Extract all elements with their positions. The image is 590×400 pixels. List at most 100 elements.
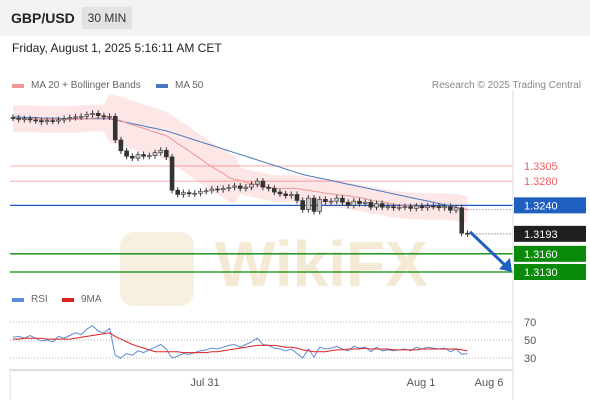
- candle: [283, 193, 288, 196]
- candle: [323, 199, 328, 203]
- resistance-label: 1.3280: [524, 176, 558, 188]
- candle: [419, 205, 425, 209]
- candle: [311, 197, 317, 212]
- timestamp: Friday, August 1, 2025 5:16:11 AM CET: [12, 41, 222, 55]
- candle: [118, 139, 124, 152]
- bollinger-band: [13, 93, 468, 223]
- candle: [249, 183, 254, 188]
- x-tick-label: Aug 1: [407, 377, 436, 389]
- candle: [277, 191, 283, 195]
- candle: [124, 150, 129, 157]
- candle: [391, 206, 396, 209]
- candle: [39, 120, 44, 123]
- candle: [237, 185, 243, 189]
- candle: [16, 117, 21, 120]
- candle: [181, 192, 186, 195]
- candle: [271, 188, 277, 193]
- ma20-label: MA 20 + Bollinger Bands: [31, 80, 141, 91]
- candle: [22, 118, 27, 121]
- candle: [345, 202, 351, 206]
- legend-ma20: MA 20 + Bollinger Bands: [12, 80, 141, 91]
- candle: [95, 113, 101, 117]
- candle: [357, 200, 362, 204]
- candle: [198, 191, 203, 194]
- candle: [215, 188, 220, 191]
- candle: [158, 149, 163, 153]
- rsi-ma-label: 9MA: [81, 294, 102, 305]
- candle: [448, 206, 453, 211]
- rsi-ma-line: [13, 332, 468, 354]
- projection-arrowhead: [499, 258, 512, 272]
- candle: [379, 203, 385, 208]
- candle: [306, 197, 311, 210]
- candle: [453, 207, 459, 211]
- candle: [164, 149, 169, 158]
- support-label: 1.3160: [524, 249, 558, 261]
- candle: [169, 156, 175, 191]
- last-price-tag: [514, 225, 586, 242]
- rsi-ma-swatch: [62, 297, 74, 302]
- support-tag: [514, 264, 586, 280]
- candle: [135, 154, 141, 159]
- candle: [351, 200, 357, 206]
- ma20-swatch: [12, 83, 24, 88]
- candle: [147, 155, 152, 158]
- candle: [396, 206, 402, 209]
- support-tag: [514, 245, 586, 262]
- candle: [374, 203, 379, 208]
- candle: [209, 188, 215, 192]
- candle: [340, 197, 345, 203]
- support-label: 1.3130: [524, 267, 558, 279]
- candle: [129, 156, 135, 159]
- candle: [425, 205, 430, 209]
- symbol-title: GBP/USD: [11, 10, 75, 26]
- candle: [84, 114, 90, 117]
- candle: [50, 120, 56, 122]
- watermark-logo: [120, 232, 194, 306]
- candle: [385, 206, 391, 208]
- x-tick-label: Aug 6: [475, 377, 504, 389]
- candle: [141, 154, 146, 157]
- candle: [243, 186, 249, 189]
- candle: [67, 117, 73, 120]
- chart-header: GBP/USD 30 MIN: [0, 0, 590, 36]
- timeframe-button[interactable]: 30 MIN: [82, 7, 132, 29]
- candle: [107, 116, 112, 118]
- candle: [402, 206, 408, 208]
- candle: [232, 185, 237, 188]
- candle: [300, 200, 305, 210]
- candle: [442, 206, 447, 209]
- rsi-tick-label: 70: [524, 317, 536, 329]
- candle: [78, 116, 84, 118]
- research-credit: Research © 2025 Trading Central: [431, 80, 581, 91]
- candle: [289, 194, 294, 196]
- rsi-line: [12, 324, 468, 359]
- candle: [362, 202, 368, 204]
- candle: [368, 202, 374, 208]
- candle: [294, 194, 300, 201]
- rsi-swatch: [12, 297, 24, 302]
- rsi-label: RSI: [31, 294, 48, 305]
- candle: [413, 205, 419, 209]
- candle: [317, 199, 323, 212]
- candle: [73, 116, 78, 119]
- projection-arrow: [468, 230, 510, 270]
- candle: [266, 186, 271, 189]
- candle: [459, 207, 465, 234]
- pivot-tag: [514, 197, 586, 214]
- candle: [203, 190, 209, 193]
- candle: [408, 206, 413, 209]
- candle: [90, 113, 95, 115]
- legend-9ma: 9MA: [62, 294, 102, 305]
- pivot-label: 1.3240: [524, 200, 558, 212]
- candle: [10, 117, 16, 119]
- candle: [465, 232, 470, 235]
- legend-ma50: MA 50: [156, 80, 203, 91]
- candle: [436, 206, 442, 209]
- candle: [152, 152, 158, 157]
- legend-rsi: RSI: [12, 294, 48, 305]
- x-tick-label: Jul 31: [190, 377, 219, 389]
- rsi-tick-label: 30: [524, 353, 536, 365]
- candle: [254, 180, 260, 185]
